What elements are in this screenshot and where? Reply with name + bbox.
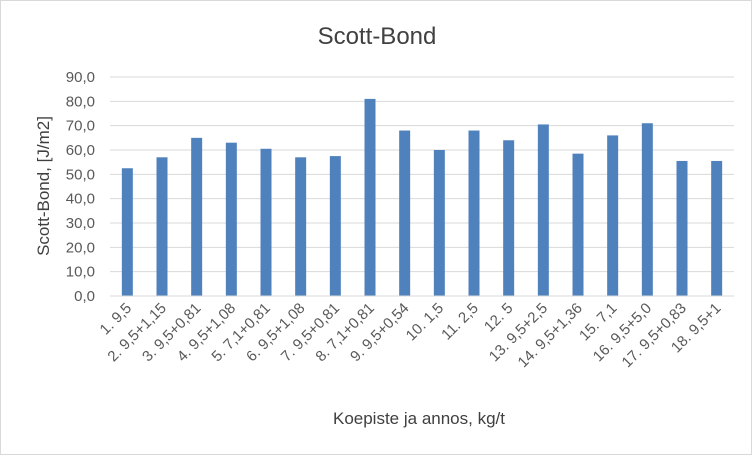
bar <box>503 140 515 296</box>
bar <box>572 153 584 296</box>
gridlines <box>110 76 734 273</box>
bar <box>468 130 480 296</box>
bar <box>364 98 376 297</box>
y-tick-label: 90,0 <box>66 69 95 86</box>
y-tick-label: 50,0 <box>66 166 95 183</box>
bar <box>295 157 307 296</box>
x-tick-label: 11. 2,5 <box>438 300 482 344</box>
bar <box>711 160 723 296</box>
bar <box>225 142 237 296</box>
y-tick-label: 0,0 <box>74 288 95 305</box>
bar <box>607 135 619 296</box>
bar <box>121 168 133 296</box>
y-tick-label: 70,0 <box>66 118 95 135</box>
bar <box>641 123 653 296</box>
bar <box>676 160 688 296</box>
bar <box>537 124 549 296</box>
bar <box>329 156 341 296</box>
y-axis-title: Scott-Bond, [J/m2] <box>34 116 53 256</box>
y-tick-label: 80,0 <box>66 93 95 110</box>
y-axis-ticks: 0,0 10,0 20,0 30,0 40,0 50,0 60,0 70,0 80,0 90,0 <box>66 69 95 305</box>
x-axis-title: Koepiste ja annos, kg/t <box>333 409 505 428</box>
y-tick-label: 20,0 <box>66 239 95 256</box>
y-tick-label: 60,0 <box>66 142 95 159</box>
bar <box>260 148 272 296</box>
bar <box>191 137 203 296</box>
y-tick-label: 10,0 <box>66 264 95 281</box>
bar <box>156 157 168 296</box>
y-tick-label: 40,0 <box>66 191 95 208</box>
chart-title: Scott-Bond <box>318 23 437 50</box>
bar <box>433 150 445 296</box>
x-axis-ticks: 1. 9,52. 9,5+1,153. 9,5+0,814. 9,5+1,085… <box>97 300 725 371</box>
bar <box>399 130 411 296</box>
y-tick-label: 30,0 <box>66 215 95 232</box>
bar-series <box>121 98 723 297</box>
x-tick-label: 10. 1,5 <box>403 300 447 344</box>
